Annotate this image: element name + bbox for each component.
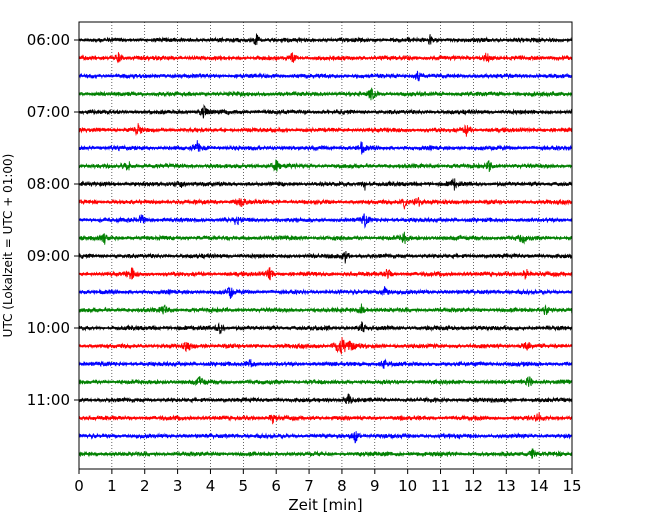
plot-frame — [78, 21, 573, 470]
x-axis-ticks: 0 1 2 3 4 5 6 7 8 9 10 11 12 13 14 15 — [74, 469, 582, 495]
trace — [78, 337, 573, 355]
trace — [78, 70, 573, 82]
x-tick-label: 11 — [431, 477, 450, 495]
trace — [78, 251, 573, 264]
trace — [78, 286, 573, 299]
trace-signal — [78, 159, 573, 173]
y-tick-label: 06:00 — [27, 31, 70, 49]
trace — [78, 104, 573, 119]
x-tick-label: 10 — [398, 477, 417, 495]
x-tick-label: 12 — [464, 477, 483, 495]
trace-signal — [78, 197, 573, 210]
trace — [78, 267, 573, 281]
trace-signal — [78, 431, 573, 444]
trace — [78, 87, 573, 101]
x-axis-label: Zeit [min] — [288, 496, 362, 514]
trace — [78, 393, 573, 405]
trace-signal — [78, 251, 573, 264]
trace — [78, 358, 573, 369]
trace — [78, 140, 573, 155]
x-tick-label: 1 — [107, 477, 117, 495]
x-tick-label: 4 — [206, 477, 216, 495]
y-tick-label: 10:00 — [27, 319, 70, 337]
x-tick-label: 3 — [173, 477, 183, 495]
trace — [78, 376, 573, 387]
y-tick-label: 08:00 — [27, 175, 70, 193]
trace — [78, 321, 573, 335]
y-tick-label: 11:00 — [27, 391, 70, 409]
trace-lines — [78, 33, 573, 459]
trace-signal — [78, 393, 573, 405]
x-tick-label: 2 — [140, 477, 150, 495]
x-tick-label: 13 — [497, 477, 516, 495]
trace — [78, 303, 573, 316]
trace — [78, 448, 573, 459]
trace — [78, 197, 573, 210]
y-tick-label: 07:00 — [27, 103, 70, 121]
y-axis-label: UTC (Lokalzeit = UTC + 01:00) — [1, 154, 15, 338]
x-tick-label: 5 — [239, 477, 249, 495]
x-tick-label: 9 — [370, 477, 380, 495]
x-tick-label: 14 — [530, 477, 549, 495]
trace — [78, 231, 573, 245]
trace-signal — [78, 286, 573, 299]
x-tick-label: 6 — [271, 477, 281, 495]
trace — [78, 213, 573, 229]
trace — [78, 431, 573, 444]
y-axis-ticks: 06:00 07:00 08:00 09:00 10:00 11:00 — [27, 31, 79, 409]
x-tick-label: 7 — [304, 477, 314, 495]
trace — [78, 123, 573, 137]
x-tick-label: 8 — [337, 477, 347, 495]
trace — [78, 159, 573, 173]
trace — [78, 412, 573, 425]
trace — [78, 33, 573, 46]
y-tick-label: 09:00 — [27, 247, 70, 265]
x-tick-label: 0 — [74, 477, 84, 495]
x-tick-label: 15 — [562, 477, 581, 495]
trace — [78, 52, 573, 64]
trace — [78, 178, 573, 191]
